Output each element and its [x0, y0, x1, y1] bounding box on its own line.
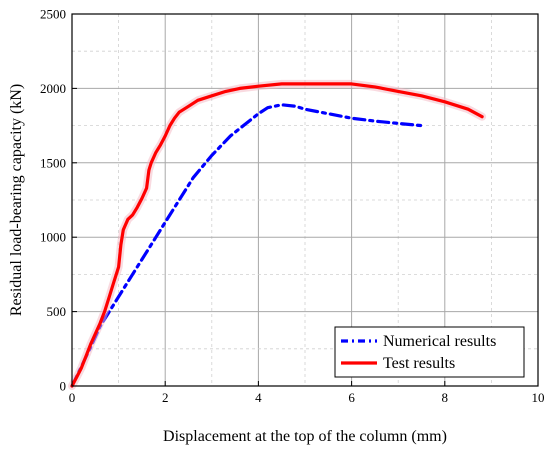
legend-box: [334, 326, 525, 378]
y-tick-label: 1000: [40, 230, 66, 245]
y-tick-label: 0: [60, 379, 67, 394]
y-tick-label: 2500: [40, 7, 66, 22]
y-tick-label: 2000: [40, 81, 66, 96]
grid: [72, 14, 538, 386]
series-numerical-line: [70, 103, 424, 388]
x-axis-label: Displacement at the top of the column (m…: [163, 428, 447, 445]
y-tick-label: 1500: [40, 155, 66, 170]
plot-frame: [71, 13, 539, 387]
x-tick-label: 2: [162, 390, 169, 405]
ticks: [71, 13, 539, 387]
x-tick-label: 10: [532, 390, 545, 405]
x-tick-label: 6: [348, 390, 355, 405]
x-tick-label: 8: [442, 390, 449, 405]
y-axis-label: Residual load-bearing capacity (kN): [8, 84, 25, 316]
legend: Numerical results Test results: [334, 326, 525, 378]
x-tick-label: 0: [69, 390, 76, 405]
legend-label-numerical: Numerical results: [383, 333, 496, 350]
y-tick-label: 500: [47, 304, 67, 319]
x-tick-label: 4: [255, 390, 262, 405]
series-test-line: [70, 82, 484, 388]
tick-labels: 0 2 4 6 8 10 0 500 1000 1500 2000 2500: [40, 7, 545, 406]
series-layer: [68, 79, 487, 390]
legend-label-test: Test results: [383, 355, 455, 372]
